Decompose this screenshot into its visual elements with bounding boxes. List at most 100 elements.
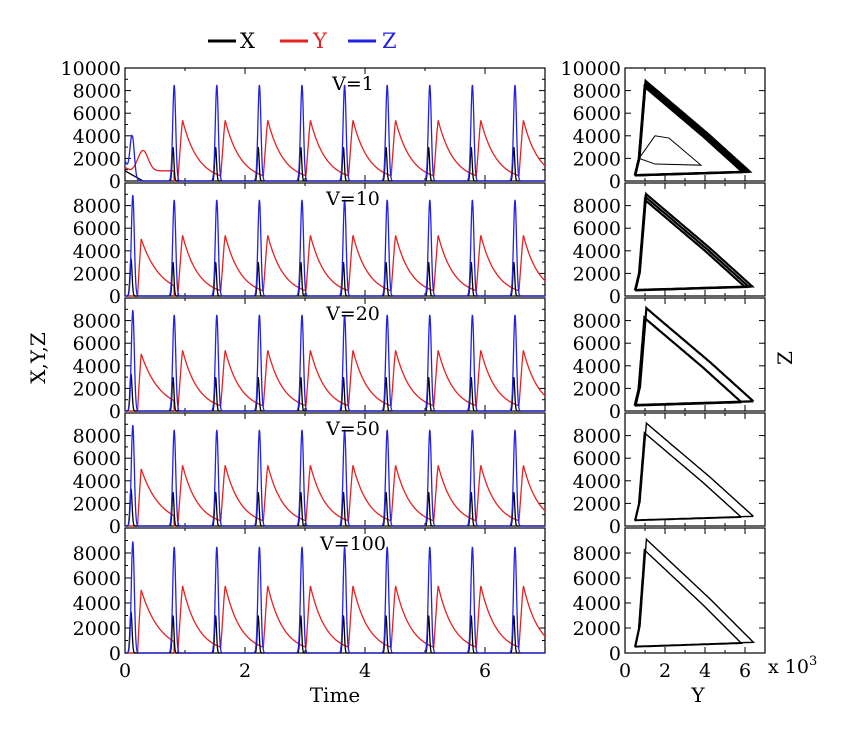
ts-xlabel: Time [310,683,361,707]
ts-ylabel: X,Y,Z [26,332,50,384]
pp-ytick-label: 8000 [573,543,621,565]
ts-ytick-label: 2000 [73,493,121,515]
pp-trajectory [633,83,748,177]
ts-ytick-label: 8000 [73,81,121,103]
pp-xtick-label: 2 [659,660,671,682]
ts-ytick-label: 4000 [73,241,121,263]
pp-ytick-label: 8000 [573,426,621,448]
pp-ytick-label: 6000 [573,568,621,590]
ts-panel-label: V=50 [325,418,380,440]
ts-xtick-label: 2 [239,660,251,682]
pp-ytick-label: 6000 [573,218,621,240]
series-z-line [125,195,545,297]
ts-ytick-label: 4000 [73,471,121,493]
ts-ytick-label: 2000 [73,378,121,400]
ts-ytick-label: 0 [109,643,121,665]
time-series-panels: 0200040006000800010000V=1020004000600080… [61,58,546,682]
ts-ytick-label: 6000 [73,568,121,590]
pp-ytick-label: 0 [609,516,621,538]
ts-ytick-label: 2000 [73,148,121,170]
pp-ytick-label: 4000 [573,241,621,263]
ts-ytick-label: 6000 [73,218,121,240]
pp-trajectory [634,548,744,648]
pp-xtick-label: 0 [619,660,631,682]
pp-panel-frame [624,182,766,297]
pp-trajectory [633,315,743,407]
series-z-line [125,541,545,654]
ts-ytick-label: 6000 [73,103,121,125]
pp-ytick-label: 2000 [573,618,621,640]
pp-ytick-label: 0 [609,401,621,423]
ts-ytick-label: 0 [109,171,121,193]
ts-panel-label: V=10 [325,188,380,210]
pp-ytick-label: 8000 [573,311,621,333]
ts-ytick-label: 6000 [73,333,121,355]
series-z-line [124,84,545,182]
series-x-line [125,488,545,527]
series-y-line [124,120,546,182]
legend: X Y Z [208,29,397,53]
ts-ytick-label: 2000 [73,263,121,285]
pp-ytick-label: 6000 [573,333,621,355]
ts-xtick-label: 6 [479,660,491,682]
pp-ytick-label: 2000 [573,493,621,515]
ts-ytick-label: 8000 [73,543,121,565]
pp-panel-frame [624,412,766,527]
series-y-line [125,465,546,527]
ts-ytick-label: 10000 [61,58,121,80]
ts-ytick-label: 4000 [73,593,121,615]
series-x-line [125,373,545,412]
pp-ylabel: Z [773,351,797,365]
pp-x-scale-exp: 3 [809,654,817,669]
ts-ytick-label: 8000 [73,311,121,333]
phase-portrait-panels: 0200040006000800010000020004000600080000… [561,58,766,682]
series-x-line [124,146,545,182]
series-y-line [125,585,546,654]
series-z-line [125,310,545,412]
series-x-line [125,258,545,297]
pp-trajectory [635,421,754,521]
pp-ytick-label: 4000 [573,593,621,615]
ts-ytick-label: 0 [109,286,121,308]
legend-z-label: Z [382,29,397,53]
pp-ytick-label: 2000 [573,263,621,285]
series-y-line [125,235,546,297]
pp-ytick-label: 8000 [573,81,621,103]
pp-x-scale-base: x 10 [768,656,809,678]
pp-ytick-label: 0 [609,286,621,308]
pp-xlabel: Y [690,683,705,707]
ts-ytick-label: 2000 [73,618,121,640]
ts-ytick-label: 0 [109,401,121,423]
series-z-line [125,425,545,527]
series-y-line [125,350,546,412]
pp-trajectory [635,537,756,647]
pp-ytick-label: 4000 [573,356,621,378]
series-x-line [125,611,545,654]
pp-panel-frame [624,527,766,654]
pp-trajectory [634,191,755,292]
pp-panel-5: 0 2000 4000 6000 8000 [573,527,766,665]
pp-ytick-label: 2000 [573,378,621,400]
pp-trajectory [634,431,742,522]
ts-ytick-label: 0 [109,516,121,538]
ts-xtick-label: 0 [119,660,131,682]
pp-trajectory [633,84,744,177]
pp-xtick-label: 4 [699,660,711,682]
ts-ytick-label: 4000 [73,356,121,378]
ts-ytick-label: 6000 [73,448,121,470]
ts-panel-label: V=1 [331,73,374,95]
pp-ytick-label: 4000 [573,471,621,493]
pp-panel-frame [624,297,766,412]
pp-ytick-label: 6000 [573,448,621,470]
pp-transient [638,135,703,166]
ts-panel-label: V=20 [325,303,380,325]
pp-ytick-label: 10000 [561,58,621,80]
